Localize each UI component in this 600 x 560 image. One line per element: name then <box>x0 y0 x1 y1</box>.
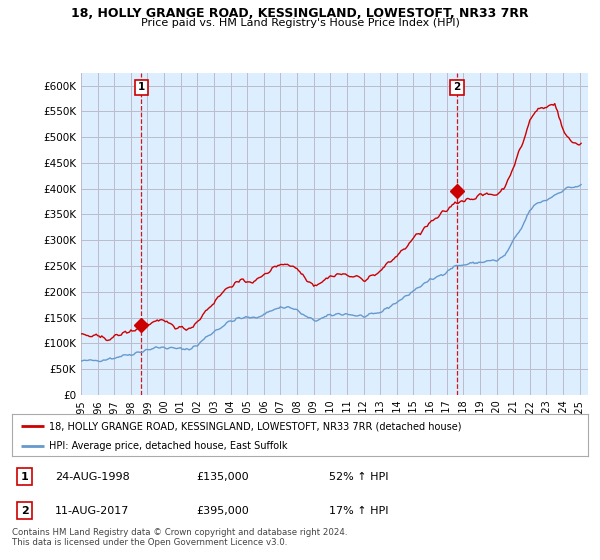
Text: 1: 1 <box>137 82 145 92</box>
Text: £395,000: £395,000 <box>196 506 249 516</box>
Text: Contains HM Land Registry data © Crown copyright and database right 2024.
This d: Contains HM Land Registry data © Crown c… <box>12 528 347 547</box>
Text: 52% ↑ HPI: 52% ↑ HPI <box>329 472 388 482</box>
Text: HPI: Average price, detached house, East Suffolk: HPI: Average price, detached house, East… <box>49 441 288 451</box>
Text: 18, HOLLY GRANGE ROAD, KESSINGLAND, LOWESTOFT, NR33 7RR (detached house): 18, HOLLY GRANGE ROAD, KESSINGLAND, LOWE… <box>49 421 462 431</box>
Text: £135,000: £135,000 <box>196 472 249 482</box>
Text: 17% ↑ HPI: 17% ↑ HPI <box>329 506 388 516</box>
Text: Price paid vs. HM Land Registry's House Price Index (HPI): Price paid vs. HM Land Registry's House … <box>140 18 460 29</box>
Text: 18, HOLLY GRANGE ROAD, KESSINGLAND, LOWESTOFT, NR33 7RR: 18, HOLLY GRANGE ROAD, KESSINGLAND, LOWE… <box>71 7 529 20</box>
Text: 2: 2 <box>454 82 461 92</box>
Text: 24-AUG-1998: 24-AUG-1998 <box>55 472 130 482</box>
Text: 1: 1 <box>21 472 29 482</box>
Text: 2: 2 <box>21 506 29 516</box>
Text: 11-AUG-2017: 11-AUG-2017 <box>55 506 130 516</box>
